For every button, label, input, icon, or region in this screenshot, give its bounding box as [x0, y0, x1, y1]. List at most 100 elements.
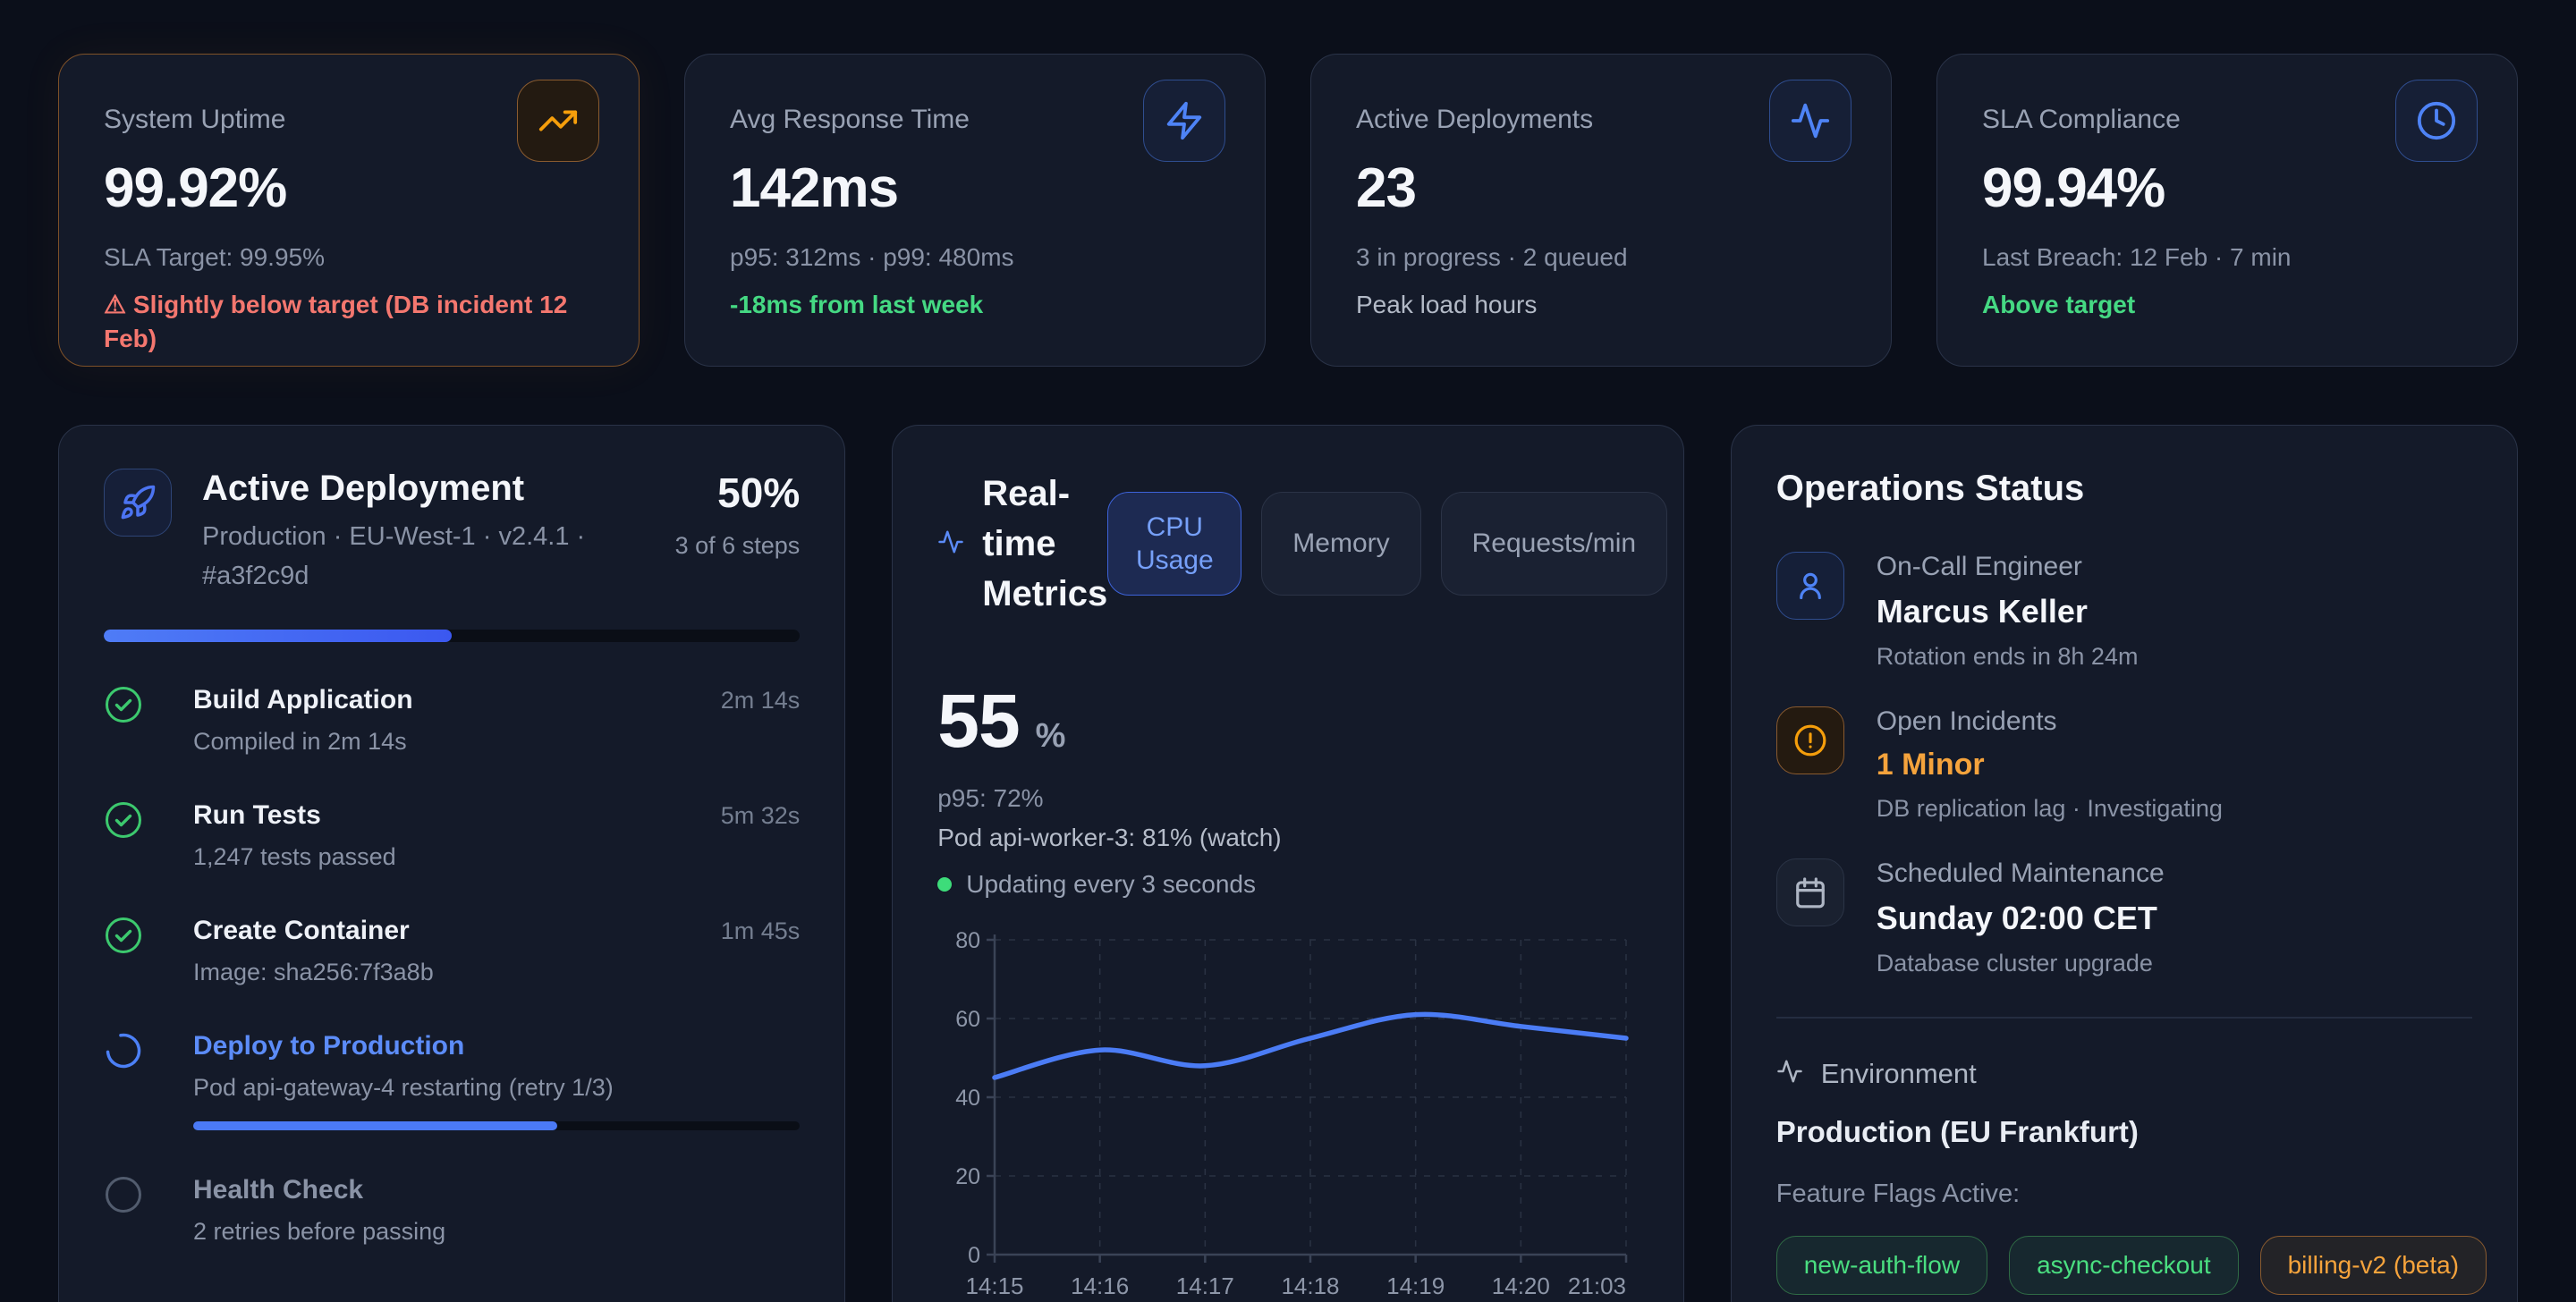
environment-header: Environment: [1776, 1058, 2472, 1090]
clock-icon: [2395, 80, 2478, 162]
realtime-metrics-card: Real-time Metrics CPU Usage Memory Reque…: [892, 425, 1684, 1302]
deployment-subtitle: Production · EU-West-1 · v2.4.1 · #a3f2c…: [202, 522, 586, 590]
step-name: Deploy to Production: [193, 1031, 465, 1061]
step-build-application: Build Application 2m 14s Compiled in 2m …: [104, 685, 800, 756]
step-detail: Compiled in 2m 14s: [193, 728, 407, 755]
step-detail: 1,247 tests passed: [193, 843, 396, 870]
ops-item-incidents: Open Incidents 1 Minor DB replication la…: [1775, 706, 2472, 823]
kpi-status: ⚠ Slightly below target (DB incident 12 …: [104, 291, 568, 352]
svg-text:14:20: 14:20: [1492, 1272, 1550, 1299]
svg-text:0: 0: [968, 1243, 980, 1268]
step-create-container: Create Container 1m 45s Image: sha256:7f…: [104, 916, 800, 986]
ops-item-on-call: On-Call Engineer Marcus Keller Rotation …: [1775, 552, 2472, 671]
deployment-progress-summary: 50% 3 of 6 steps: [665, 469, 801, 596]
svg-text:14:19: 14:19: [1386, 1272, 1445, 1299]
step-duration: 1m 45s: [720, 917, 801, 944]
feature-flags-label: Feature Flags Active:: [1775, 1179, 2021, 1208]
ops-item-label: Scheduled Maintenance: [1876, 858, 2165, 888]
step-name: Create Container: [193, 916, 410, 945]
kpi-row: System Uptime 99.92% SLA Target: 99.95% …: [58, 54, 2518, 367]
svg-text:14:16: 14:16: [1071, 1272, 1129, 1299]
metrics-title: Real-time Metrics: [982, 474, 1108, 613]
step-name: Run Tests: [193, 800, 321, 830]
cpu-chart: 0 20 40 60 80 14:15 14:16 14:17 14:18 14:19 14:20 2…: [955, 928, 1629, 1299]
kpi-value: 23: [1356, 157, 1417, 219]
kpi-value: 99.92%: [104, 157, 287, 219]
deployment-progress-fill: [104, 630, 453, 642]
svg-text:20: 20: [955, 1164, 980, 1189]
kpi-status: -18ms from last week: [730, 291, 984, 318]
ops-item-label: On-Call Engineer: [1876, 552, 2082, 581]
pending-circle-icon: [104, 1175, 143, 1214]
check-circle-icon: [104, 685, 143, 724]
check-circle-icon: [104, 916, 143, 955]
live-dot-icon: [937, 877, 953, 892]
deployment-progress-bar: [104, 630, 801, 642]
kpi-title: System Uptime: [104, 105, 286, 134]
deployment-header: Active Deployment Production · EU-West-1…: [104, 469, 800, 596]
step-progress-fill: [193, 1121, 557, 1130]
ops-item-maintenance: Scheduled Maintenance Sunday 02:00 CET D…: [1775, 858, 2472, 977]
environment-name: Production (EU Frankfurt): [1775, 1114, 2139, 1148]
metric-value: 55: [937, 679, 1020, 763]
rocket-icon: [104, 469, 172, 537]
metric-p95: p95: 72%: [937, 784, 1044, 812]
kpi-subtext: Last Breach: 12 Feb · 7 min: [1982, 243, 2292, 271]
feature-flag-badge: new-auth-flow: [1775, 1235, 1988, 1295]
check-circle-icon: [104, 800, 143, 840]
deployment-titles: Active Deployment Production · EU-West-1…: [202, 469, 635, 596]
metric-pod-watch: Pod api-worker-3: 81% (watch): [937, 824, 1282, 851]
activity-icon: [1769, 80, 1852, 162]
metrics-current-value: 55 %: [937, 678, 1639, 765]
alert-circle-icon: [1775, 706, 1844, 774]
trending-up-icon: [517, 80, 599, 162]
calendar-icon: [1775, 858, 1844, 926]
kpi-status: Above target: [1982, 291, 2136, 318]
cpu-usage-chart: 0 20 40 60 80 14:15 14:16 14:17 14:18 14:19 14:20 2…: [937, 924, 1639, 1302]
tab-memory[interactable]: Memory: [1261, 492, 1421, 596]
kpi-card-system-uptime: System Uptime 99.92% SLA Target: 99.95% …: [58, 54, 640, 367]
metric-unit: %: [1035, 717, 1066, 755]
kpi-value: 142ms: [730, 157, 899, 219]
kpi-card-avg-response-time: Avg Response Time 142ms p95: 312ms · p99…: [684, 54, 1266, 367]
deployment-title: Active Deployment: [202, 469, 525, 508]
step-name: Health Check: [193, 1175, 364, 1205]
divider: [1775, 1017, 2472, 1019]
svg-text:14:15: 14:15: [966, 1272, 1024, 1299]
svg-text:60: 60: [955, 1007, 980, 1032]
kpi-title: SLA Compliance: [1982, 105, 2181, 134]
pulse-icon: [1776, 1058, 1803, 1089]
warning-icon: ⚠: [104, 291, 127, 318]
kpi-card-sla-compliance: SLA Compliance 99.94% Last Breach: 12 Fe…: [1936, 54, 2518, 367]
step-duration: 5m 32s: [720, 802, 801, 829]
kpi-status: Peak load hours: [1356, 291, 1538, 318]
step-detail: 2 retries before passing: [193, 1218, 446, 1245]
step-progress-bar: [193, 1121, 801, 1130]
feature-flag-badge: billing-v2 (beta): [2259, 1235, 2487, 1295]
ops-item-sub: DB replication lag · Investigating: [1876, 795, 2223, 822]
ops-item-value: Marcus Keller: [1876, 593, 2088, 630]
environment-label: Environment: [1820, 1057, 1977, 1089]
kpi-subtext: 3 in progress · 2 queued: [1356, 243, 1628, 271]
step-detail: Pod api-gateway-4 restarting (retry 1/3): [193, 1074, 614, 1101]
active-deployment-card: Active Deployment Production · EU-West-1…: [58, 425, 846, 1302]
svg-text:14:17: 14:17: [1176, 1272, 1234, 1299]
operations-items: On-Call Engineer Marcus Keller Rotation …: [1775, 552, 2472, 977]
metrics-tabs: CPU Usage Memory Requests/min: [1107, 492, 1668, 596]
kpi-title: Avg Response Time: [730, 105, 970, 134]
deployment-steps-list: Build Application 2m 14s Compiled in 2m …: [104, 685, 801, 1246]
deployment-steps-count: 3 of 6 steps: [674, 532, 801, 559]
main-row: Active Deployment Production · EU-West-1…: [58, 425, 2518, 1302]
step-duration: 2m 14s: [720, 687, 801, 714]
svg-text:40: 40: [955, 1086, 980, 1111]
ops-item-sub: Rotation ends in 8h 24m: [1876, 643, 2139, 670]
svg-text:14:18: 14:18: [1282, 1272, 1340, 1299]
feature-flag-badge: async-checkout: [2009, 1235, 2239, 1295]
tab-requests-min[interactable]: Requests/min: [1440, 492, 1668, 596]
step-run-tests: Run Tests 5m 32s 1,247 tests passed: [104, 800, 800, 871]
operations-title: Operations Status: [1775, 469, 2085, 508]
step-detail: Image: sha256:7f3a8b: [193, 959, 434, 985]
tab-cpu-usage[interactable]: CPU Usage: [1107, 492, 1242, 596]
feature-flags: new-auth-flow async-checkout billing-v2 …: [1775, 1235, 2487, 1295]
kpi-subtext: SLA Target: 99.95%: [104, 243, 325, 271]
